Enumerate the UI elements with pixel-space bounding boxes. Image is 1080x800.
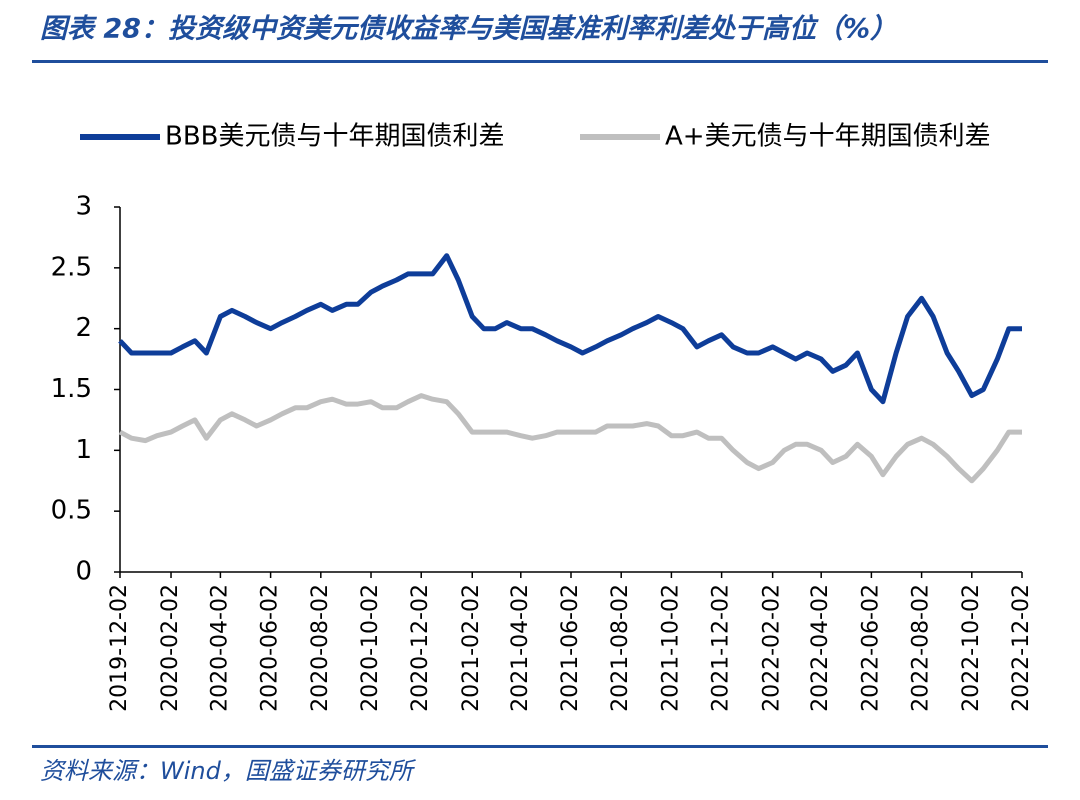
x-tick-label: 2022-10-02 bbox=[959, 584, 984, 712]
legend-label: A+美元债与十年期国债利差 bbox=[665, 122, 991, 152]
x-tick-label: 2021-06-02 bbox=[558, 584, 583, 712]
y-tick-label: 1.5 bbox=[51, 374, 92, 404]
y-tick-label: 2 bbox=[75, 313, 92, 343]
legend-label: BBB美元债与十年期国债利差 bbox=[165, 122, 505, 152]
x-tick-label: 2022-08-02 bbox=[909, 584, 934, 712]
x-tick-label: 2021-10-02 bbox=[658, 584, 683, 712]
x-tick-label: 2021-02-02 bbox=[459, 584, 484, 712]
chart-title: 图表 28：投资级中资美元债收益率与美国基准利率利差处于高位（%） bbox=[40, 14, 897, 45]
x-tick-label: 2020-06-02 bbox=[258, 584, 283, 712]
x-tick-label: 2022-12-02 bbox=[1009, 584, 1034, 712]
x-tick-label: 2020-12-02 bbox=[408, 584, 433, 712]
x-tick-label: 2022-02-02 bbox=[760, 584, 785, 712]
x-tick-label: 2020-08-02 bbox=[308, 584, 333, 712]
y-tick-label: 0 bbox=[75, 557, 92, 587]
x-tick-label: 2021-12-02 bbox=[709, 584, 734, 712]
y-tick-label: 2.5 bbox=[51, 252, 92, 282]
y-tick-label: 3 bbox=[75, 192, 92, 222]
x-tick-label: 2021-08-02 bbox=[608, 584, 633, 712]
x-tick-label: 2020-10-02 bbox=[358, 584, 383, 712]
y-tick-label: 1 bbox=[75, 435, 92, 465]
x-tick-label: 2021-04-02 bbox=[508, 584, 533, 712]
x-tick-label: 2020-02-02 bbox=[158, 584, 183, 712]
series-line bbox=[118, 393, 1022, 484]
x-tick-label: 2020-04-02 bbox=[207, 584, 232, 712]
y-tick-label: 0.5 bbox=[51, 496, 92, 526]
x-tick-label: 2019-12-02 bbox=[107, 584, 132, 712]
x-tick-label: 2022-06-02 bbox=[858, 584, 883, 712]
x-tick-label: 2022-04-02 bbox=[808, 584, 833, 712]
source-note: 资料来源：Wind，国盛证券研究所 bbox=[40, 757, 417, 785]
series-line bbox=[118, 253, 1022, 405]
title-rule bbox=[32, 60, 1048, 63]
footer-rule bbox=[32, 745, 1048, 748]
